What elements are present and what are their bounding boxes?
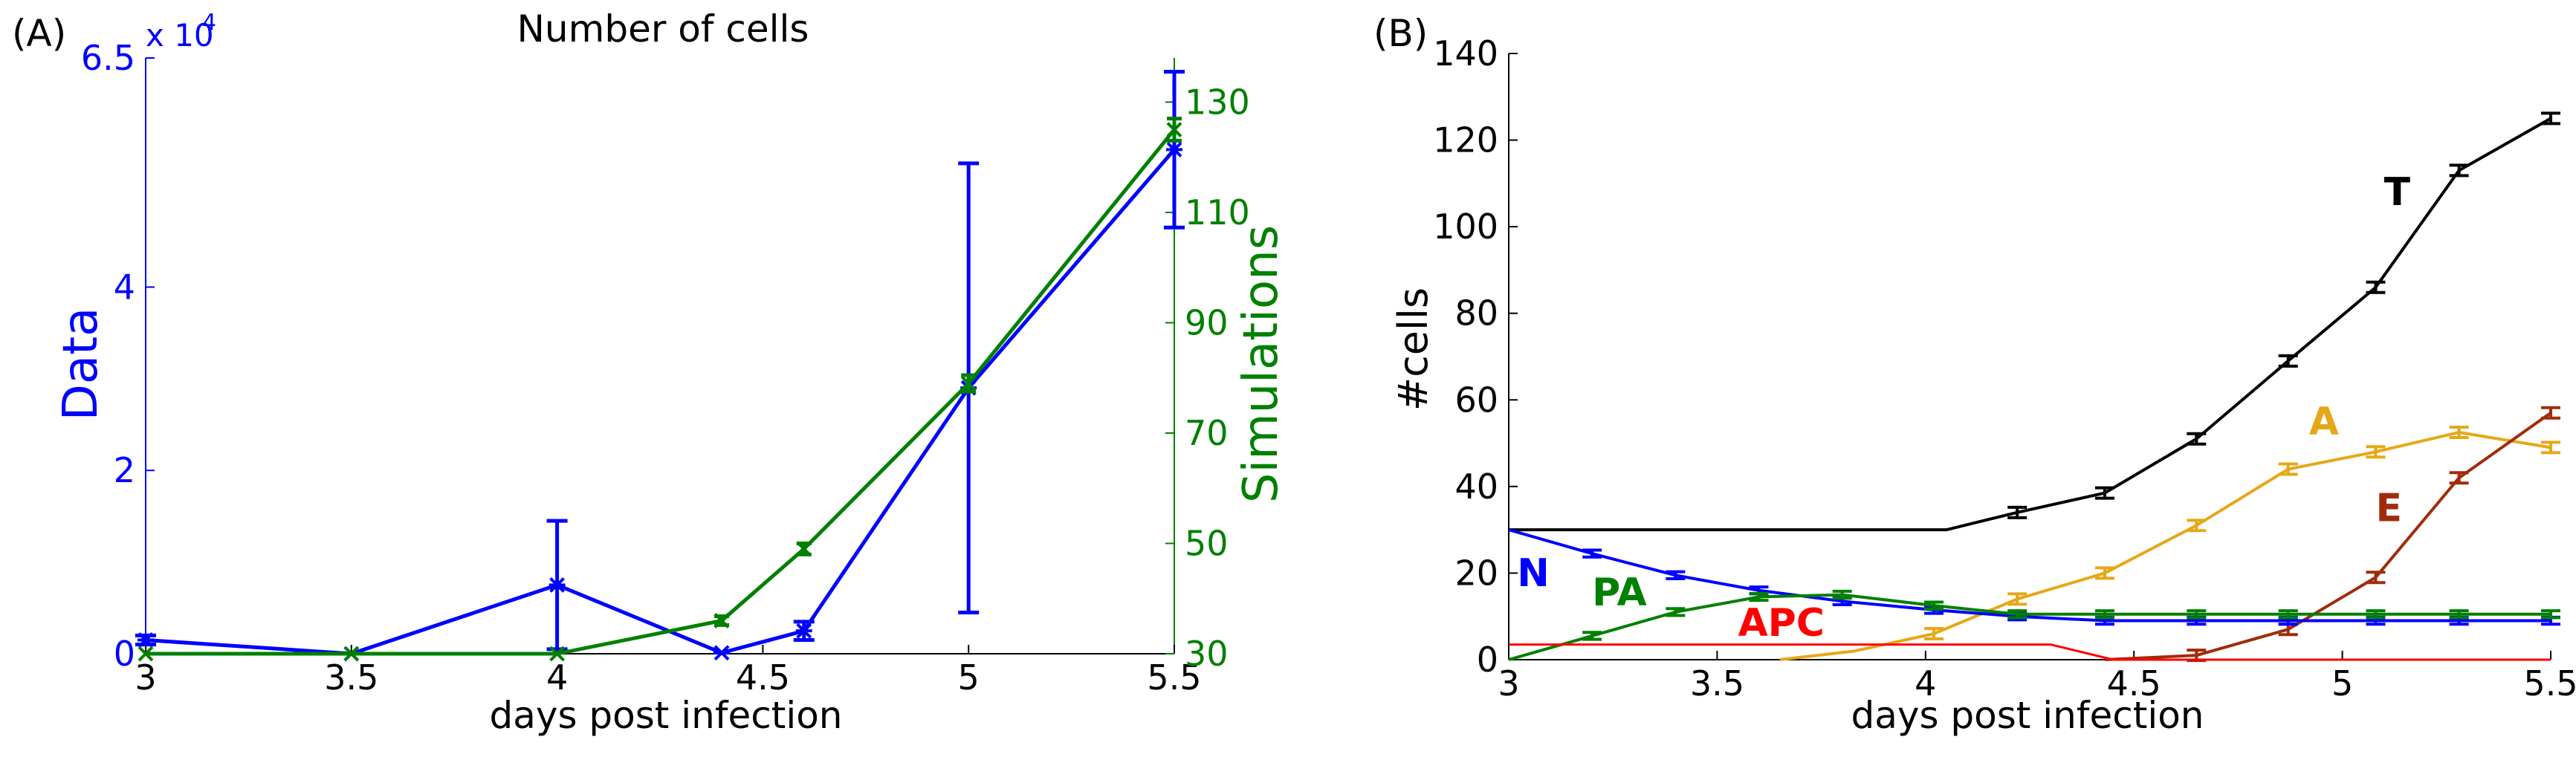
panel-b-series-pa-label: PA bbox=[1592, 571, 1647, 615]
panel-a-series-0-line bbox=[145, 148, 1176, 656]
panel-b-series-n-line bbox=[1508, 528, 2551, 623]
panel-a-series-1-marker bbox=[549, 646, 566, 662]
panel-b-y-tick-label: 40 bbox=[1454, 467, 1498, 507]
panel-a-x-tick-label: 3 bbox=[135, 657, 156, 698]
panel-b-x-tick-label: 5 bbox=[2331, 663, 2353, 704]
panel-a-left-multiplier: x 10 bbox=[146, 17, 214, 53]
panel-a-series-1-marker bbox=[1166, 122, 1182, 137]
panel-a-label: (A) bbox=[12, 12, 66, 55]
panel-b-y-tick-label: 100 bbox=[1433, 207, 1498, 247]
panel-a-left-tick-label: 6.5 bbox=[81, 38, 135, 78]
panel-b-x-tick-label: 4 bbox=[1915, 663, 1936, 704]
panel-b-label: (B) bbox=[1373, 12, 1428, 55]
panel-a-series-1-marker bbox=[137, 646, 154, 662]
panel-b-series-t-line bbox=[1509, 117, 2551, 532]
panel-b-series-pa-line bbox=[1508, 593, 2551, 661]
panel-a-left-tick-label: 2 bbox=[114, 450, 135, 490]
panel-b-y-tick-label: 20 bbox=[1454, 553, 1498, 593]
panel-b-series-a-line bbox=[1779, 431, 2551, 661]
panel-a-series-1-marker bbox=[960, 375, 977, 392]
panel-b-series-e-label: E bbox=[2375, 486, 2402, 530]
panel-a-right-tick-label: 90 bbox=[1185, 302, 1229, 342]
panel-a-left-multiplier-exp: 4 bbox=[202, 10, 216, 36]
panel-a-series-1-line bbox=[146, 128, 1176, 656]
panel-a-xlabel: days post infection bbox=[490, 694, 843, 737]
panel-b-xlabel: days post infection bbox=[1851, 694, 2204, 737]
panel-b-x-tick-label: 4.5 bbox=[2107, 663, 2161, 704]
panel-a-x-tick-label: 5 bbox=[958, 657, 980, 698]
panel-a-right-tick-label: 110 bbox=[1185, 192, 1250, 233]
panel-b-series-apc-label: APC bbox=[1738, 601, 1825, 646]
panel-b-y-tick-label: 140 bbox=[1433, 33, 1498, 74]
panel-a-left-tick-label: 4 bbox=[114, 267, 135, 307]
panel-a-title: Number of cells bbox=[517, 7, 809, 51]
panel-b-y-tick-label: 0 bbox=[1477, 640, 1498, 680]
panel-b-plot: 3 3.5 4 4.5 5 5.5 0 20 40 60 80 100 120 140 T AE N PA APC bbox=[1433, 33, 2576, 704]
panel-b-x-tick-label: 5.5 bbox=[2523, 663, 2576, 704]
panel-b-series-e-line bbox=[2104, 412, 2552, 661]
panel-b-y-tick-label: 120 bbox=[1433, 120, 1498, 160]
panel-b-y-tick-label: 80 bbox=[1454, 293, 1498, 334]
panel-a-series-1-marker bbox=[713, 613, 730, 628]
panel-b-series-n-label: N bbox=[1517, 551, 1550, 596]
panel-a-x-tick-label: 3.5 bbox=[324, 657, 378, 698]
panel-a-right-tick-label: 130 bbox=[1185, 82, 1250, 122]
panel-b-ylabel: #cells bbox=[1390, 287, 1437, 411]
panel-a-right-tick-label: 70 bbox=[1185, 413, 1229, 453]
panel-a-ylabel-left: Data bbox=[54, 308, 109, 421]
panel-b-x-tick-label: 3.5 bbox=[1690, 663, 1744, 704]
panel-a-x-tick-label: 4.5 bbox=[736, 657, 790, 698]
panel-b-y-tick-label: 60 bbox=[1454, 380, 1498, 420]
panel-b-series-a-label: A bbox=[2309, 400, 2339, 444]
panel-a-series-1-marker bbox=[796, 541, 812, 557]
panel-a-ylabel-right: Simulations bbox=[1234, 225, 1289, 503]
panel-a-x-tick-label: 5.5 bbox=[1147, 657, 1201, 698]
panel-a-left-tick-label: 0 bbox=[114, 634, 135, 674]
panel-b-series-t-label: T bbox=[2384, 170, 2411, 215]
panel-a-right-tick-label: 50 bbox=[1185, 523, 1229, 563]
panel-a-plot: 3 3.5 4 4.5 5 5.5 0 2 4 6.5 30 50 70 90 110 130 bbox=[81, 38, 1250, 698]
panel-b-x-tick-label: 3 bbox=[1498, 663, 1519, 704]
panel-a-series-1-marker bbox=[343, 646, 360, 662]
panel-b-series-apc-line bbox=[1509, 643, 2551, 661]
panel-a-right-tick-label: 30 bbox=[1185, 634, 1229, 674]
panel-a-x-tick-label: 4 bbox=[546, 657, 568, 698]
